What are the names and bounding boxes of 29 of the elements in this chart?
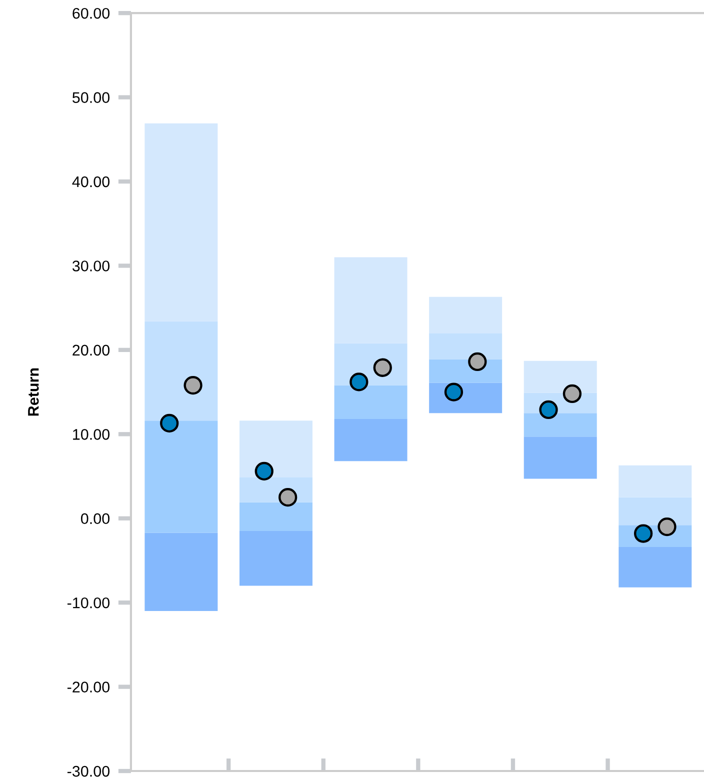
y-tick-label: -20.00 xyxy=(67,682,110,692)
bar xyxy=(618,547,692,588)
bar xyxy=(334,418,408,462)
bar xyxy=(144,123,218,322)
y-tick-label: 20.00 xyxy=(72,344,110,356)
bar xyxy=(334,257,408,344)
y-tick-label: -30.00 xyxy=(67,766,110,777)
bar xyxy=(144,420,218,533)
bar xyxy=(524,360,597,393)
y-tick-label: 60.00 xyxy=(72,8,110,19)
bar xyxy=(429,333,502,360)
y-tick-label: 0.00 xyxy=(80,513,110,524)
y-tick-label: 30.00 xyxy=(72,260,110,272)
bar xyxy=(144,532,218,612)
bar xyxy=(239,531,312,586)
bar xyxy=(144,321,218,421)
bar xyxy=(524,436,597,479)
y-tick-label: 10.00 xyxy=(73,429,110,440)
bar xyxy=(618,497,692,526)
y-tick-label: 50.00 xyxy=(72,92,110,103)
bar xyxy=(524,413,597,437)
bar xyxy=(239,502,312,532)
bar xyxy=(429,296,502,334)
bar xyxy=(618,465,692,498)
bar xyxy=(239,420,312,478)
bar xyxy=(334,385,408,419)
y-axis-title: Return xyxy=(28,368,39,416)
y-tick-label: -10.00 xyxy=(67,597,110,608)
y-tick-label: 40.00 xyxy=(72,176,110,188)
